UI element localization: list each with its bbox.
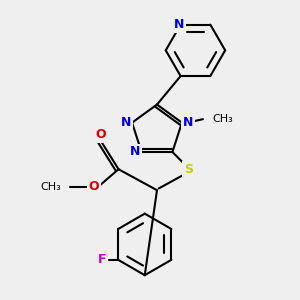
- Text: CH₃: CH₃: [40, 182, 61, 192]
- Text: O: O: [96, 128, 106, 142]
- Text: CH₃: CH₃: [213, 114, 233, 124]
- Text: N: N: [121, 116, 131, 129]
- Text: N: N: [174, 18, 184, 31]
- Text: S: S: [184, 163, 193, 176]
- Text: F: F: [98, 253, 106, 266]
- Text: N: N: [183, 116, 194, 129]
- Text: O: O: [89, 180, 99, 193]
- Text: N: N: [130, 146, 140, 158]
